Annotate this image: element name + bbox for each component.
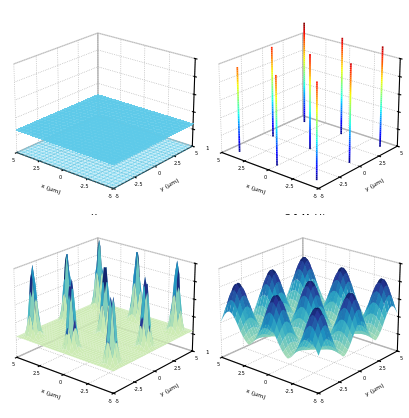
Y-axis label: y (μm): y (μm) — [159, 382, 180, 397]
Y-axis label: y (μm): y (μm) — [364, 382, 384, 397]
Y-axis label: y (μm): y (μm) — [364, 178, 384, 192]
X-axis label: x (μm): x (μm) — [245, 388, 265, 400]
X-axis label: x (μm): x (μm) — [245, 184, 265, 196]
Title: C 1 MeV/u: C 1 MeV/u — [284, 214, 330, 223]
X-axis label: x (μm): x (μm) — [40, 184, 61, 196]
Title: X-ray: X-ray — [90, 214, 114, 223]
X-axis label: x (μm): x (μm) — [40, 388, 61, 400]
Y-axis label: y (μm): y (μm) — [159, 178, 180, 192]
